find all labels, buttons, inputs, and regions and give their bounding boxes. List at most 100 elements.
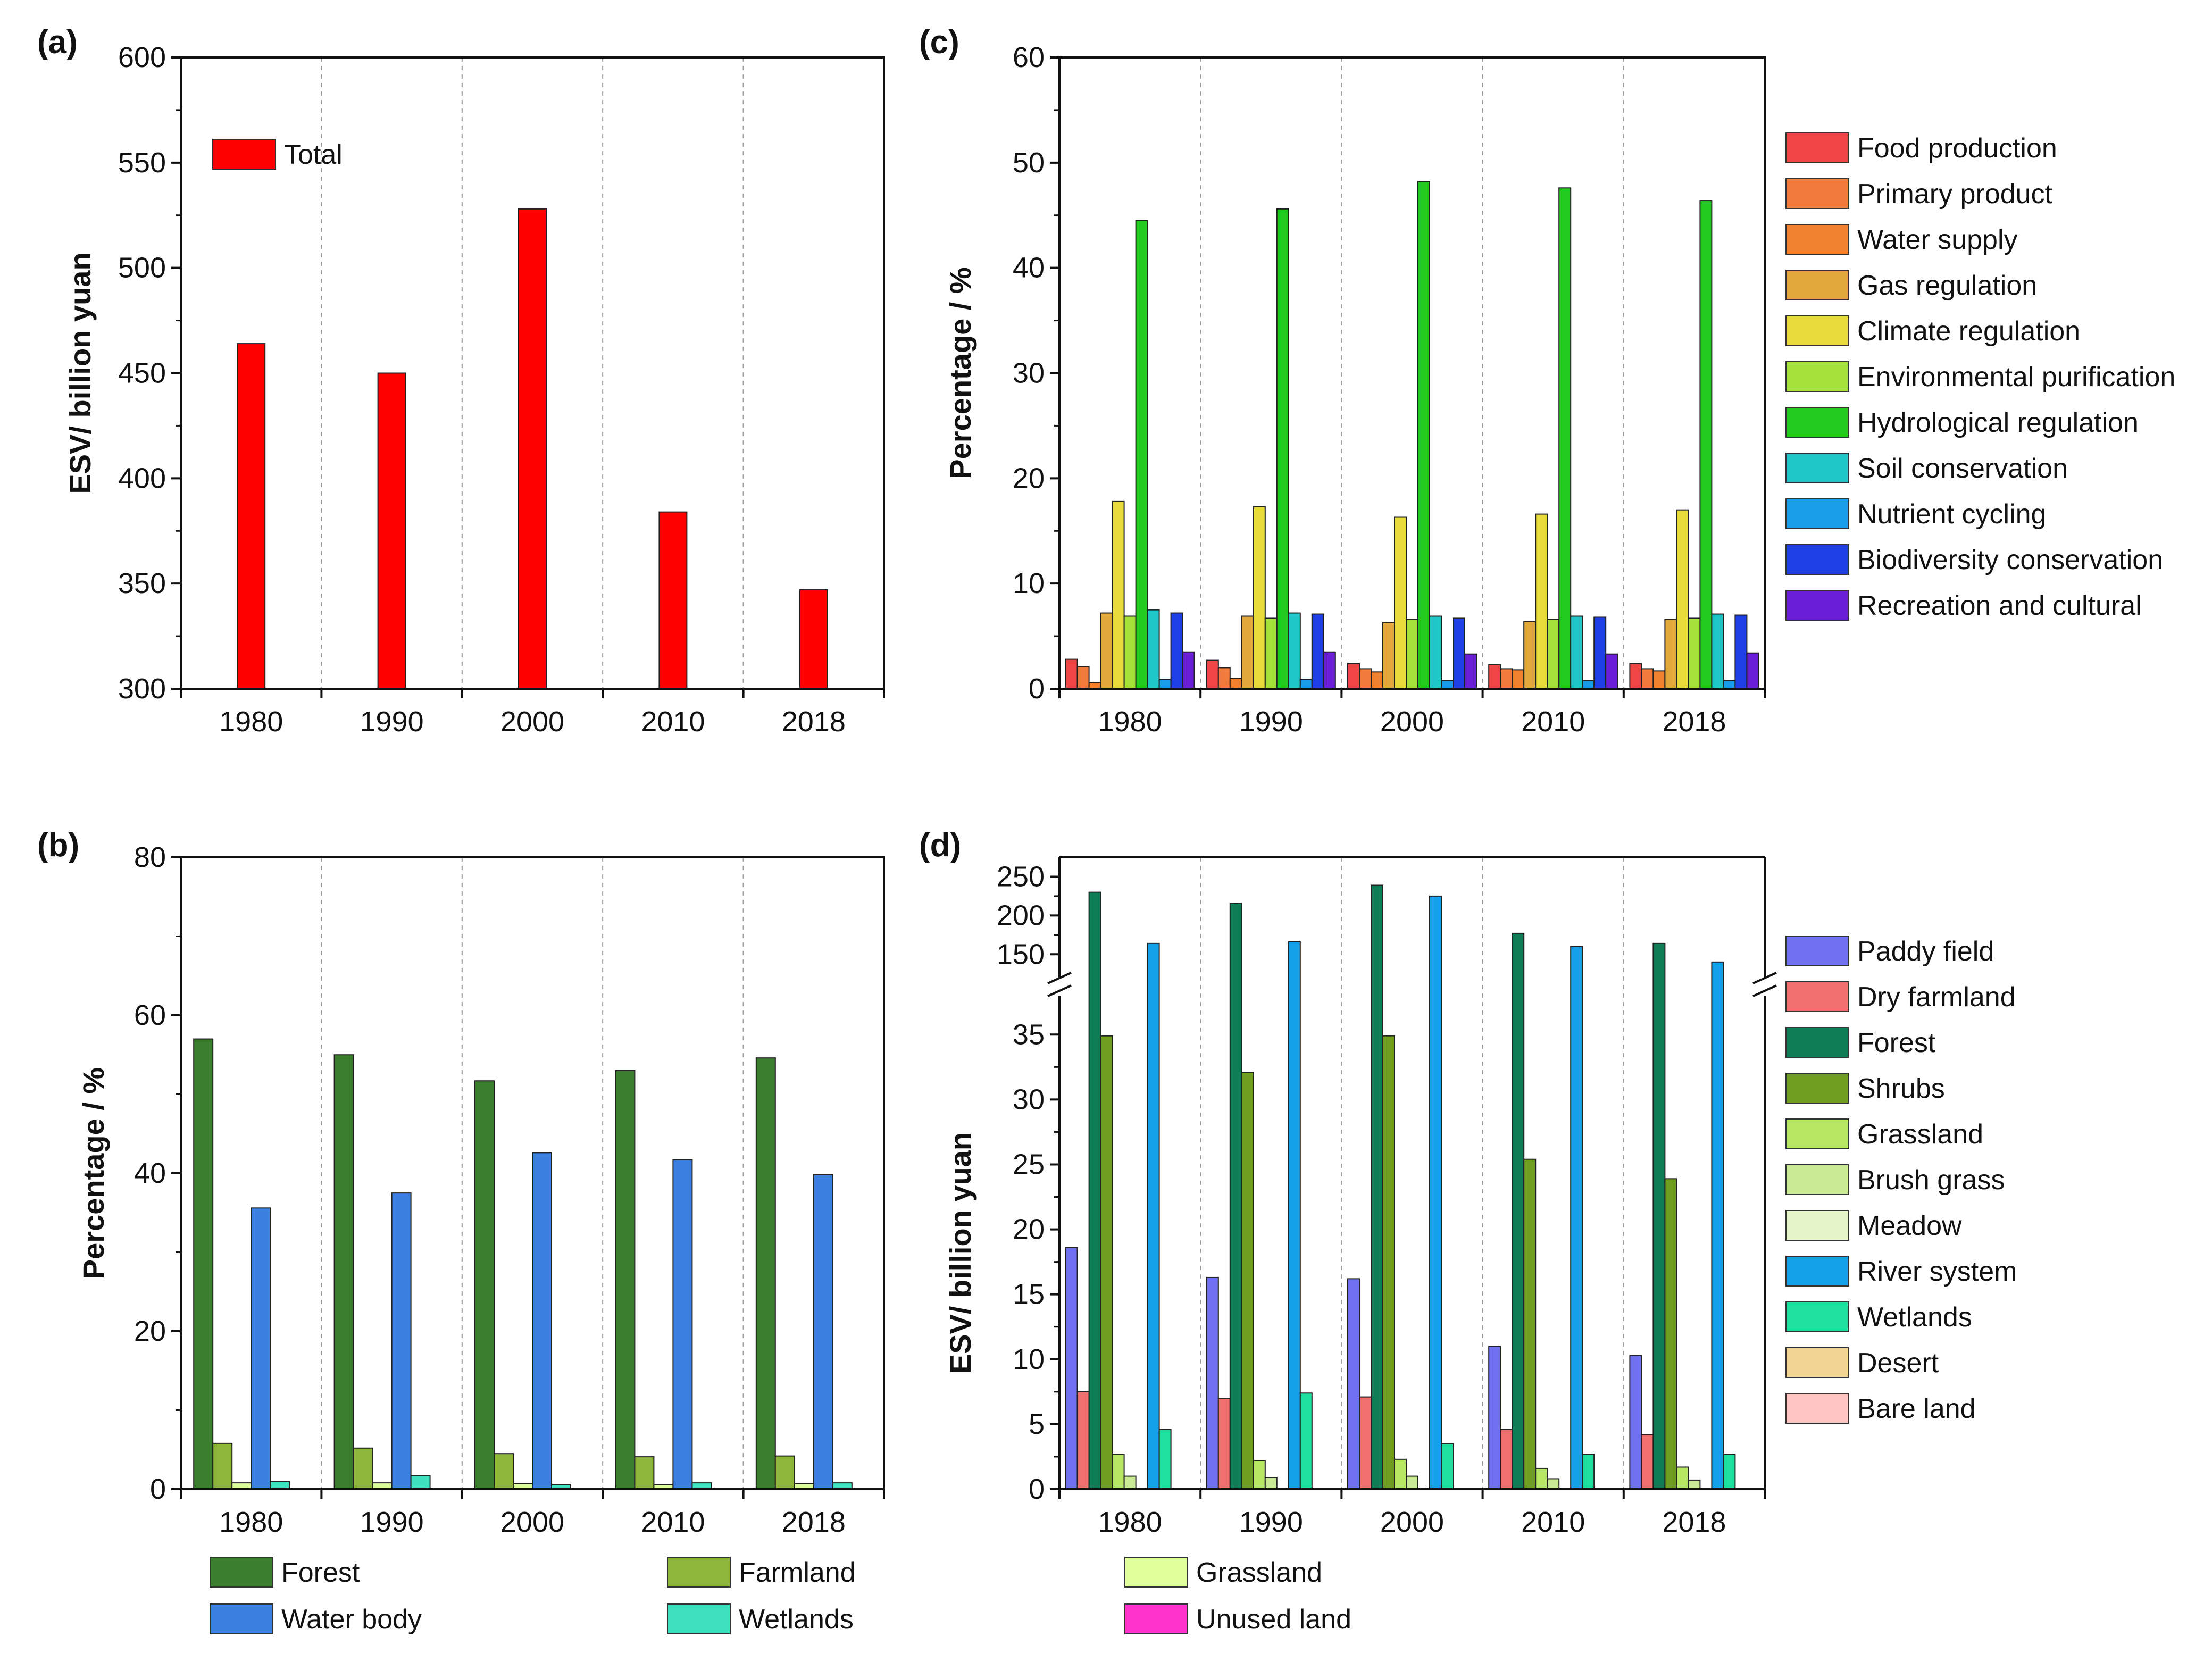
bar-forest-1980: [193, 1038, 214, 1490]
x-tick-label: 2010: [1521, 706, 1585, 738]
bar-recreation-and-cultural-1990: [1323, 651, 1336, 689]
y-tick-label: 40: [134, 1157, 166, 1189]
bar-paddy-field-2000: [1347, 1278, 1360, 1490]
bar-soil-conservation-1990: [1288, 612, 1301, 690]
legend: Forest Farmland Grassland Water body Wetland…: [210, 1557, 1351, 1635]
x-tick-label: 2018: [1662, 1506, 1726, 1538]
legend-label-brush-grass: Brush grass: [1857, 1165, 2005, 1196]
bar-water-body-1990: [391, 1192, 412, 1490]
bar-dry-farmland-1990: [1217, 1398, 1231, 1490]
bar-food-production-2000: [1347, 663, 1360, 690]
legend-swatch-paddy-field: [1785, 936, 1849, 966]
legend-swatch-biodiversity-conservation: [1785, 544, 1849, 575]
legend-swatch-desert: [1785, 1347, 1849, 1378]
legend-swatch-wetlands: [667, 1603, 731, 1634]
legend-swatch-nutrient-cycling: [1785, 498, 1849, 529]
bar-food-production-2010: [1488, 664, 1501, 689]
bar-food-production-1990: [1206, 659, 1219, 689]
bar-farmland-2018: [774, 1455, 795, 1490]
bar-forest-2018: [1652, 942, 1666, 1490]
legend-swatch-wetlands: [1785, 1301, 1849, 1332]
legend: Total: [212, 139, 343, 170]
y-tick-label: 20: [134, 1315, 166, 1347]
bar-forest-1980: [1088, 891, 1101, 1490]
bar-farmland-2010: [634, 1456, 655, 1490]
bar-shrubs-1990: [1241, 1072, 1254, 1490]
legend-swatch-water-body: [210, 1603, 273, 1634]
legend-label-gas-regulation: Gas regulation: [1857, 270, 2037, 301]
legend-swatch-food-production: [1785, 132, 1849, 163]
x-tick-label: 2010: [1521, 1506, 1585, 1538]
bar-gas-regulation-2018: [1664, 619, 1677, 690]
bar-primary-product-2000: [1359, 668, 1372, 689]
legend-label-total: Total: [284, 139, 343, 170]
legend-label-bare-land: Bare land: [1857, 1393, 1976, 1424]
chart-panel-c: (c) 0 10 20 30 40 50 60 1980 1990 2000 2010 2018 Perc…: [919, 24, 2175, 738]
legend-swatch-dry-farmland: [1785, 981, 1849, 1012]
legend-swatch-forest: [210, 1557, 273, 1588]
bar-recreation-and-cultural-2010: [1605, 653, 1618, 689]
bar-river-system-2000: [1429, 895, 1442, 1490]
bar-forest-2000: [474, 1080, 495, 1490]
bar-river-system-1980: [1147, 942, 1160, 1490]
bar-nutrient-cycling-1980: [1158, 679, 1172, 689]
bar-water-supply-2010: [1512, 669, 1525, 690]
bar-water-supply-2018: [1652, 670, 1666, 689]
y-axis-title: Percentage / %: [77, 1067, 110, 1279]
x-tick-label: 1990: [1239, 706, 1303, 738]
legend-swatch-brush-grass: [1785, 1164, 1849, 1195]
bar-nutrient-cycling-1990: [1299, 679, 1313, 689]
y-tick-label: 350: [118, 567, 166, 599]
bar-biodiversity-conservation-1990: [1311, 613, 1324, 689]
bar-hydrological-regulation-1990: [1276, 208, 1289, 689]
bar-biodiversity-conservation-1980: [1170, 612, 1183, 690]
legend-label-recreation-and-cultural: Recreation and cultural: [1857, 590, 2142, 621]
bar-soil-conservation-1980: [1147, 609, 1160, 689]
bar-river-system-2018: [1711, 961, 1724, 1490]
y-tick-label: 500: [118, 252, 166, 284]
y-tick-label: 15: [1013, 1279, 1045, 1310]
bar-hydrological-regulation-2000: [1417, 181, 1430, 689]
bar-dry-farmland-2000: [1359, 1396, 1372, 1490]
bar-grassland-1980: [1112, 1454, 1125, 1490]
x-tick-label: 2018: [782, 706, 846, 738]
y-tick-label: 35: [1013, 1018, 1045, 1050]
y-tick-label: 550: [118, 147, 166, 179]
bar-shrubs-2000: [1382, 1035, 1395, 1490]
legend-label-river-system: River system: [1857, 1256, 2017, 1287]
bar-biodiversity-conservation-2018: [1734, 614, 1748, 690]
bar-forest-2010: [1512, 932, 1525, 1490]
panel-letter: (c): [919, 24, 959, 61]
bar-grassland-2000: [1394, 1458, 1407, 1490]
panel-letter: (d): [919, 827, 961, 864]
bar-forest-2000: [1371, 884, 1383, 1490]
bar-wetlands-1980: [270, 1481, 290, 1490]
bar-nutrient-cycling-2010: [1582, 680, 1595, 690]
bar-wetlands-2000: [1441, 1443, 1454, 1490]
bar-shrubs-2018: [1664, 1178, 1677, 1490]
bar-total-2010: [658, 511, 688, 689]
legend-swatch-unused-land: [1124, 1603, 1188, 1634]
bar-paddy-field-2010: [1488, 1346, 1501, 1490]
axis-break-mark: [1752, 984, 1777, 997]
x-tick-label: 1990: [360, 706, 424, 738]
bar-grassland-1990: [1253, 1460, 1266, 1490]
axis-break-mark: [1752, 972, 1777, 984]
y-tick-label: 0: [1029, 1473, 1045, 1505]
bar-primary-product-2010: [1500, 668, 1513, 689]
legend-label-environmental-purification: Environmental purification: [1857, 362, 2175, 392]
bar-soil-conservation-2018: [1711, 613, 1724, 689]
bar-water-body-2010: [672, 1159, 693, 1490]
legend: Food production Primary product Water supp…: [1785, 132, 2175, 621]
bar-brush-grass-2000: [1406, 1475, 1418, 1490]
bar-environmental-purification-2010: [1547, 619, 1560, 690]
bar-water-body-1980: [251, 1207, 271, 1490]
legend-label-paddy-field: Paddy field: [1857, 936, 1994, 967]
bar-primary-product-1980: [1076, 666, 1090, 689]
axis-break-mark: [1047, 984, 1072, 997]
bar-recreation-and-cultural-1980: [1182, 651, 1195, 689]
y-tick-label: 50: [1013, 147, 1045, 179]
bar-brush-grass-1990: [1264, 1477, 1278, 1490]
bar-food-production-2018: [1629, 663, 1642, 690]
bar-grassland-2018: [1676, 1466, 1689, 1490]
